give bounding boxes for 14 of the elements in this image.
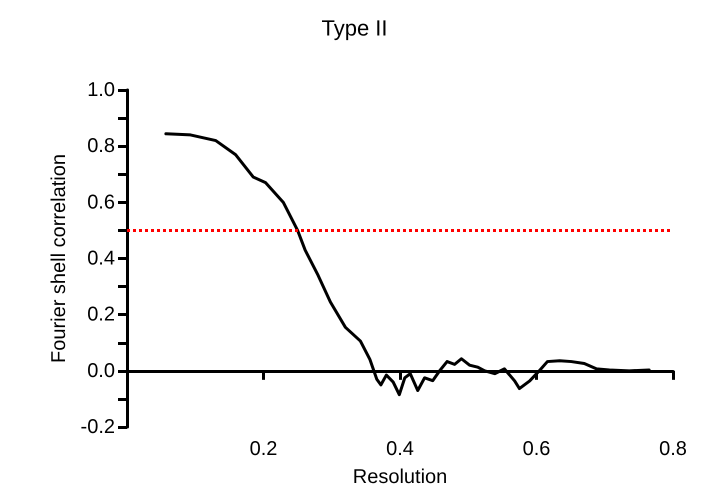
chart-title: Type II [321, 16, 388, 40]
y-tick-label: 0.0 [87, 360, 115, 382]
x-tick-label: 0.2 [250, 438, 278, 460]
y-tick-label: 0.4 [87, 248, 115, 270]
x-tick-label: 0.8 [659, 438, 687, 460]
x-tick-label: 0.6 [522, 438, 550, 460]
y-tick-label: 0.6 [87, 191, 115, 214]
y-tick-label: 0.8 [87, 135, 115, 158]
y-tick-label: 1.0 [87, 79, 115, 101]
y-tick-label: -0.2 [80, 416, 115, 438]
x-axis-title: Resolution [352, 466, 448, 488]
y-axis-title: Fourier shell correlation [48, 154, 70, 363]
x-tick-label: 0.4 [386, 438, 414, 460]
y-tick-label: 0.2 [87, 304, 115, 326]
